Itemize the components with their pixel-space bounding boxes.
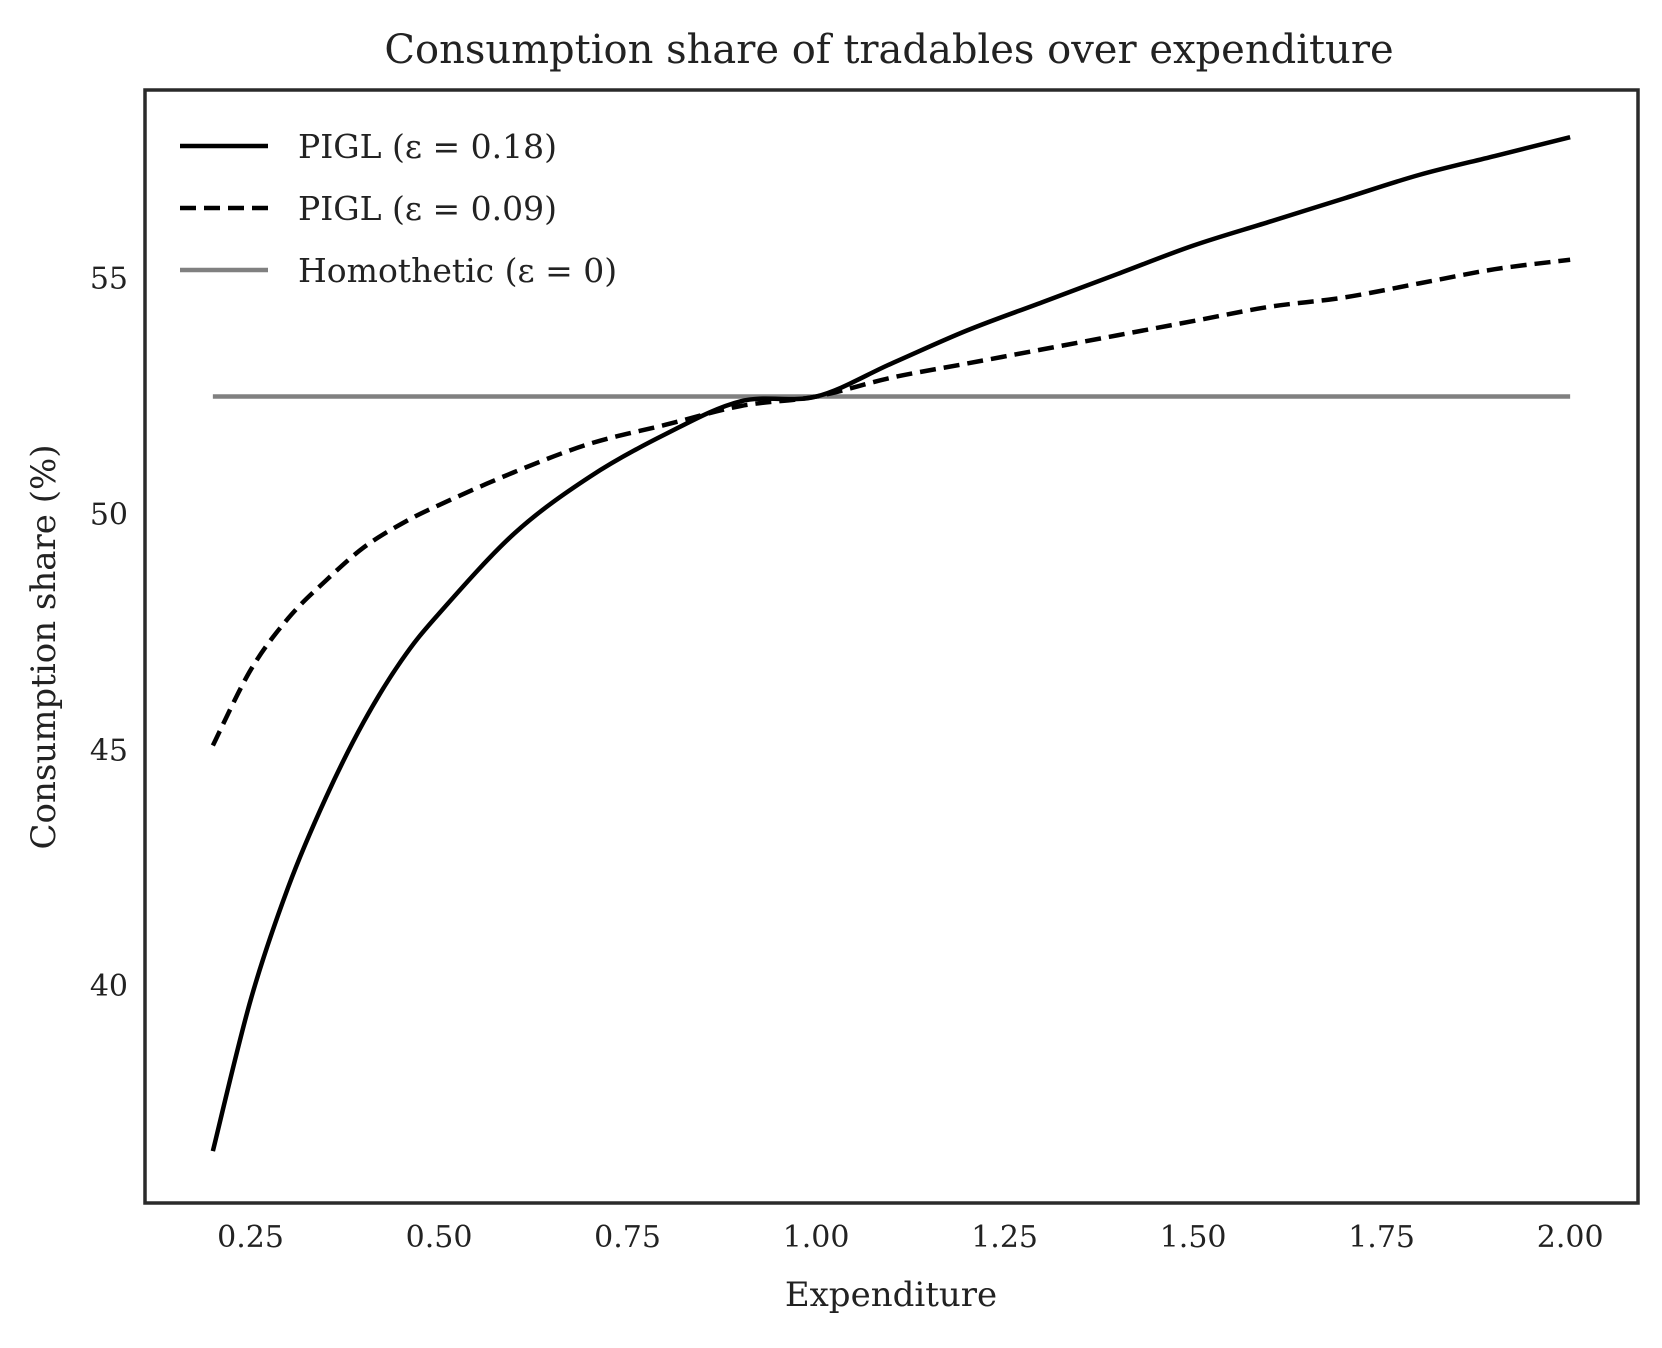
x-tick-label: 0.50	[406, 1220, 473, 1255]
y-axis-label: Consumption share (%)	[24, 444, 64, 849]
series-layer	[210, 134, 1571, 1152]
y-tick-label: 40	[90, 969, 128, 1004]
chart-title: Consumption share of tradables over expe…	[384, 27, 1393, 73]
x-tick-label: 2.00	[1537, 1220, 1604, 1255]
y-tick-label: 45	[90, 733, 128, 768]
legend-label-1: PIGL (ε = 0.09)	[298, 189, 557, 228]
legend-label-0: PIGL (ε = 0.18)	[298, 127, 557, 166]
x-tick-label: 1.50	[1160, 1220, 1227, 1255]
x-tick-label: 1.75	[1348, 1220, 1415, 1255]
x-tick-label: 1.00	[783, 1220, 850, 1255]
legend: PIGL (ε = 0.18) PIGL (ε = 0.09) Homothetic…	[180, 127, 617, 290]
x-tick-label: 0.25	[217, 1220, 284, 1255]
legend-label-2: Homothetic (ε = 0)	[298, 251, 617, 290]
y-tick-label: 55	[90, 262, 128, 297]
y-axis-ticks: 40 45 50 55	[90, 262, 128, 1004]
series-line-0	[210, 134, 1571, 1152]
x-tick-label: 1.25	[971, 1220, 1038, 1255]
y-tick-label: 50	[90, 497, 128, 532]
x-axis-ticks: 0.25 0.50 0.75 1.00 1.25 1.50 1.75 2.00	[217, 1220, 1603, 1255]
x-tick-label: 0.75	[594, 1220, 661, 1255]
x-axis-label: Expenditure	[785, 1275, 997, 1315]
plot-frame	[143, 88, 1640, 1205]
